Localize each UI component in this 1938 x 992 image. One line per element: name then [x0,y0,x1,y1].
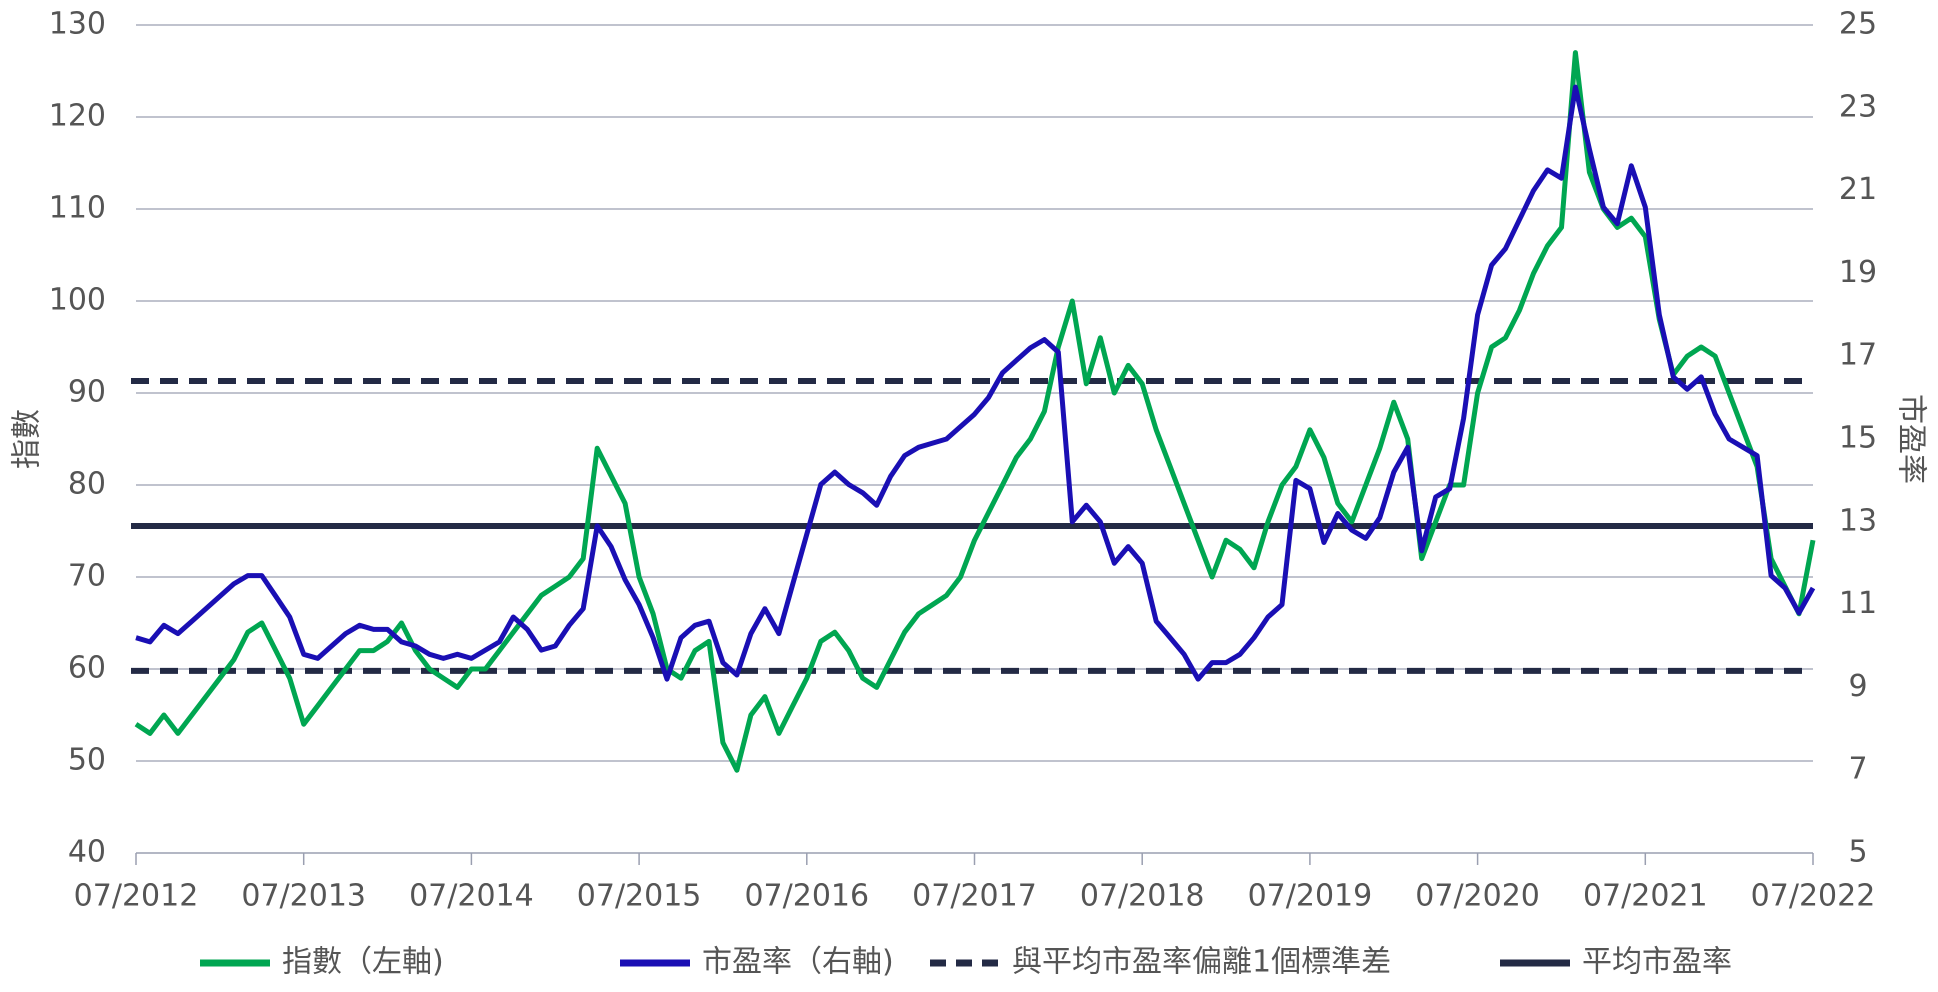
x-tick-label: 07/2014 [409,879,534,914]
x-tick-label: 07/2015 [577,879,702,914]
legend-label: 平均市盈率 [1582,945,1732,980]
y-tick-label: 50 [68,743,106,778]
y-tick-label: 40 [68,835,106,870]
y-tick-label: 130 [49,7,106,42]
y-tick-label: 70 [68,559,106,594]
y2-tick-label: 23 [1839,89,1877,124]
x-tick-label: 07/2022 [1751,879,1876,914]
y-axis-label: 指數 [10,409,45,469]
y2-axis-label: 市盈率 [1894,394,1929,484]
series-line [134,50,1816,773]
y2-tick-label: 25 [1839,7,1877,42]
y2-tick-label: 19 [1839,255,1877,290]
y-tick-label: 110 [49,191,106,226]
y-tick-label: 100 [49,283,106,318]
y2-tick-label: 15 [1839,421,1877,456]
x-tick-label: 07/2016 [744,879,869,914]
y2-tick-label: 7 [1848,752,1867,787]
y2-tick-label: 17 [1839,338,1877,373]
x-tick-label: 07/2017 [912,879,1037,914]
legend-label: 指數（左軸) [282,945,444,980]
x-tick-label: 07/2018 [1080,879,1205,914]
x-tick-label: 07/2019 [1248,879,1373,914]
legend-label: 與平均市盈率偏離1個標準差 [1012,945,1391,980]
y-tick-label: 90 [68,375,106,410]
y-tick-label: 60 [68,651,106,686]
series-line [135,84,1816,682]
legend-label: 市盈率（右軸) [702,945,894,980]
y2-tick-label: 13 [1839,503,1877,538]
x-tick-label: 07/2012 [74,879,199,914]
y-tick-label: 80 [68,467,106,502]
x-tick-label: 07/2013 [241,879,366,914]
y2-tick-label: 9 [1848,669,1867,704]
y2-tick-label: 5 [1848,835,1867,870]
x-tick-label: 07/2020 [1415,879,1540,914]
y2-tick-label: 21 [1839,172,1877,207]
y2-tick-label: 11 [1839,586,1877,621]
y-tick-label: 120 [49,99,106,134]
x-tick-label: 07/2021 [1583,879,1708,914]
